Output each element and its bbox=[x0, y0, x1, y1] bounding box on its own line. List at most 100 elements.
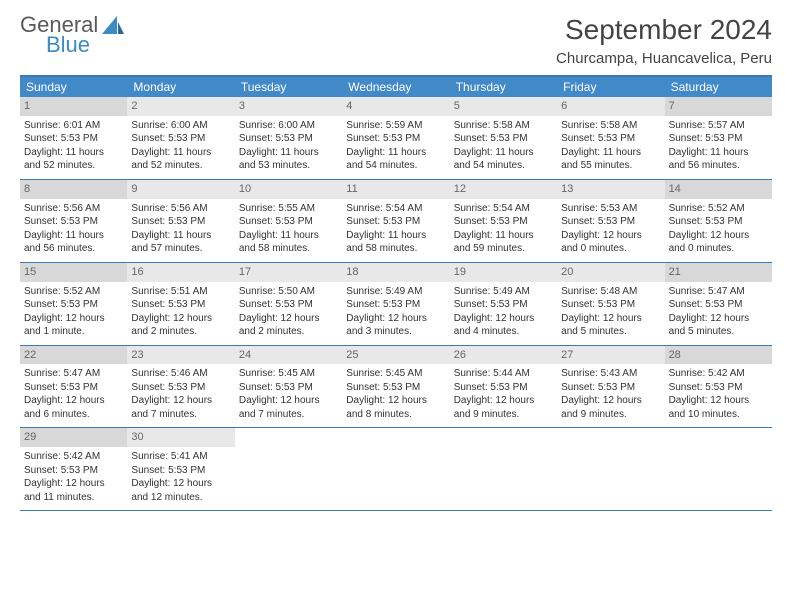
daylight-line-1: Daylight: 11 hours bbox=[561, 146, 660, 160]
daylight-line-1: Daylight: 12 hours bbox=[131, 394, 230, 408]
day-number: 28 bbox=[665, 346, 772, 365]
day-number: 14 bbox=[665, 180, 772, 199]
sunrise-line: Sunrise: 5:47 AM bbox=[669, 285, 768, 299]
logo-sail-icon bbox=[102, 16, 124, 36]
daylight-line-1: Daylight: 11 hours bbox=[239, 229, 338, 243]
empty-cell bbox=[557, 428, 664, 510]
day-header-cell: Monday bbox=[127, 77, 234, 97]
sunset-line: Sunset: 5:53 PM bbox=[561, 132, 660, 146]
daylight-line-1: Daylight: 11 hours bbox=[454, 146, 553, 160]
daylight-line-1: Daylight: 11 hours bbox=[346, 229, 445, 243]
day-cell: 25Sunrise: 5:45 AMSunset: 5:53 PMDayligh… bbox=[342, 346, 449, 428]
daylight-line-2: and 2 minutes. bbox=[239, 325, 338, 339]
daylight-line-2: and 55 minutes. bbox=[561, 159, 660, 173]
day-header-cell: Tuesday bbox=[235, 77, 342, 97]
sunrise-line: Sunrise: 5:42 AM bbox=[669, 367, 768, 381]
daylight-line-1: Daylight: 12 hours bbox=[346, 312, 445, 326]
daylight-line-2: and 58 minutes. bbox=[239, 242, 338, 256]
daylight-line-2: and 8 minutes. bbox=[346, 408, 445, 422]
sunset-line: Sunset: 5:53 PM bbox=[239, 381, 338, 395]
empty-cell bbox=[235, 428, 342, 510]
day-cell: 11Sunrise: 5:54 AMSunset: 5:53 PMDayligh… bbox=[342, 180, 449, 262]
sunset-line: Sunset: 5:53 PM bbox=[454, 298, 553, 312]
logo: General Blue bbox=[20, 14, 124, 56]
sunset-line: Sunset: 5:53 PM bbox=[346, 298, 445, 312]
week-row: 15Sunrise: 5:52 AMSunset: 5:53 PMDayligh… bbox=[20, 263, 772, 346]
daylight-line-2: and 54 minutes. bbox=[454, 159, 553, 173]
daylight-line-1: Daylight: 12 hours bbox=[669, 229, 768, 243]
sunset-line: Sunset: 5:53 PM bbox=[24, 298, 123, 312]
daylight-line-1: Daylight: 11 hours bbox=[346, 146, 445, 160]
empty-cell bbox=[665, 428, 772, 510]
sunrise-line: Sunrise: 5:52 AM bbox=[669, 202, 768, 216]
daylight-line-2: and 59 minutes. bbox=[454, 242, 553, 256]
day-cell: 16Sunrise: 5:51 AMSunset: 5:53 PMDayligh… bbox=[127, 263, 234, 345]
daylight-line-2: and 9 minutes. bbox=[561, 408, 660, 422]
day-number: 26 bbox=[450, 346, 557, 365]
day-cell: 28Sunrise: 5:42 AMSunset: 5:53 PMDayligh… bbox=[665, 346, 772, 428]
daylight-line-2: and 3 minutes. bbox=[346, 325, 445, 339]
sunrise-line: Sunrise: 5:44 AM bbox=[454, 367, 553, 381]
sunrise-line: Sunrise: 5:56 AM bbox=[131, 202, 230, 216]
day-header-cell: Thursday bbox=[450, 77, 557, 97]
sunrise-line: Sunrise: 5:56 AM bbox=[24, 202, 123, 216]
daylight-line-1: Daylight: 11 hours bbox=[24, 146, 123, 160]
sunrise-line: Sunrise: 5:52 AM bbox=[24, 285, 123, 299]
sunrise-line: Sunrise: 5:58 AM bbox=[454, 119, 553, 133]
daylight-line-1: Daylight: 12 hours bbox=[454, 394, 553, 408]
daylight-line-1: Daylight: 12 hours bbox=[669, 394, 768, 408]
sunrise-line: Sunrise: 5:49 AM bbox=[454, 285, 553, 299]
day-cell: 14Sunrise: 5:52 AMSunset: 5:53 PMDayligh… bbox=[665, 180, 772, 262]
daylight-line-2: and 52 minutes. bbox=[131, 159, 230, 173]
sunrise-line: Sunrise: 5:42 AM bbox=[24, 450, 123, 464]
sunrise-line: Sunrise: 5:50 AM bbox=[239, 285, 338, 299]
daylight-line-2: and 52 minutes. bbox=[24, 159, 123, 173]
day-cell: 2Sunrise: 6:00 AMSunset: 5:53 PMDaylight… bbox=[127, 97, 234, 179]
daylight-line-1: Daylight: 11 hours bbox=[239, 146, 338, 160]
daylight-line-1: Daylight: 12 hours bbox=[239, 312, 338, 326]
daylight-line-2: and 7 minutes. bbox=[131, 408, 230, 422]
sunset-line: Sunset: 5:53 PM bbox=[131, 132, 230, 146]
sunrise-line: Sunrise: 5:51 AM bbox=[131, 285, 230, 299]
daylight-line-2: and 54 minutes. bbox=[346, 159, 445, 173]
day-cell: 1Sunrise: 6:01 AMSunset: 5:53 PMDaylight… bbox=[20, 97, 127, 179]
day-cell: 24Sunrise: 5:45 AMSunset: 5:53 PMDayligh… bbox=[235, 346, 342, 428]
daylight-line-1: Daylight: 12 hours bbox=[131, 477, 230, 491]
sunrise-line: Sunrise: 5:53 AM bbox=[561, 202, 660, 216]
sunset-line: Sunset: 5:53 PM bbox=[454, 381, 553, 395]
empty-cell bbox=[450, 428, 557, 510]
sunset-line: Sunset: 5:53 PM bbox=[131, 381, 230, 395]
day-number: 13 bbox=[557, 180, 664, 199]
logo-blue: Blue bbox=[46, 34, 98, 56]
day-cell: 19 Sunrise: 5:49 AMSunset: 5:53 PMDayligh… bbox=[450, 263, 557, 345]
day-header-cell: Wednesday bbox=[342, 77, 449, 97]
daylight-line-2: and 11 minutes. bbox=[24, 491, 123, 505]
sunset-line: Sunset: 5:53 PM bbox=[24, 215, 123, 229]
daylight-line-2: and 9 minutes. bbox=[454, 408, 553, 422]
daylight-line-1: Daylight: 11 hours bbox=[454, 229, 553, 243]
daylight-line-2: and 6 minutes. bbox=[24, 408, 123, 422]
daylight-line-1: Daylight: 12 hours bbox=[561, 394, 660, 408]
day-number: 2 bbox=[127, 97, 234, 116]
daylight-line-1: Daylight: 12 hours bbox=[454, 312, 553, 326]
sunset-line: Sunset: 5:53 PM bbox=[561, 381, 660, 395]
sunrise-line: Sunrise: 5:46 AM bbox=[131, 367, 230, 381]
day-number: 16 bbox=[127, 263, 234, 282]
daylight-line-1: Daylight: 12 hours bbox=[131, 312, 230, 326]
daylight-line-2: and 10 minutes. bbox=[669, 408, 768, 422]
sunrise-line: Sunrise: 6:01 AM bbox=[24, 119, 123, 133]
daylight-line-1: Daylight: 11 hours bbox=[669, 146, 768, 160]
day-number: 4 bbox=[342, 97, 449, 116]
daylight-line-1: Daylight: 12 hours bbox=[24, 394, 123, 408]
day-number: 15 bbox=[20, 263, 127, 282]
sunset-line: Sunset: 5:53 PM bbox=[24, 132, 123, 146]
day-number: 23 bbox=[127, 346, 234, 365]
day-cell: 29Sunrise: 5:42 AMSunset: 5:53 PMDayligh… bbox=[20, 428, 127, 510]
sunrise-line: Sunrise: 5:48 AM bbox=[561, 285, 660, 299]
sunset-line: Sunset: 5:53 PM bbox=[454, 132, 553, 146]
sunrise-line: Sunrise: 5:55 AM bbox=[239, 202, 338, 216]
day-number: 19 bbox=[450, 263, 557, 282]
daylight-line-2: and 0 minutes. bbox=[561, 242, 660, 256]
day-number: 3 bbox=[235, 97, 342, 116]
sunrise-line: Sunrise: 5:54 AM bbox=[454, 202, 553, 216]
